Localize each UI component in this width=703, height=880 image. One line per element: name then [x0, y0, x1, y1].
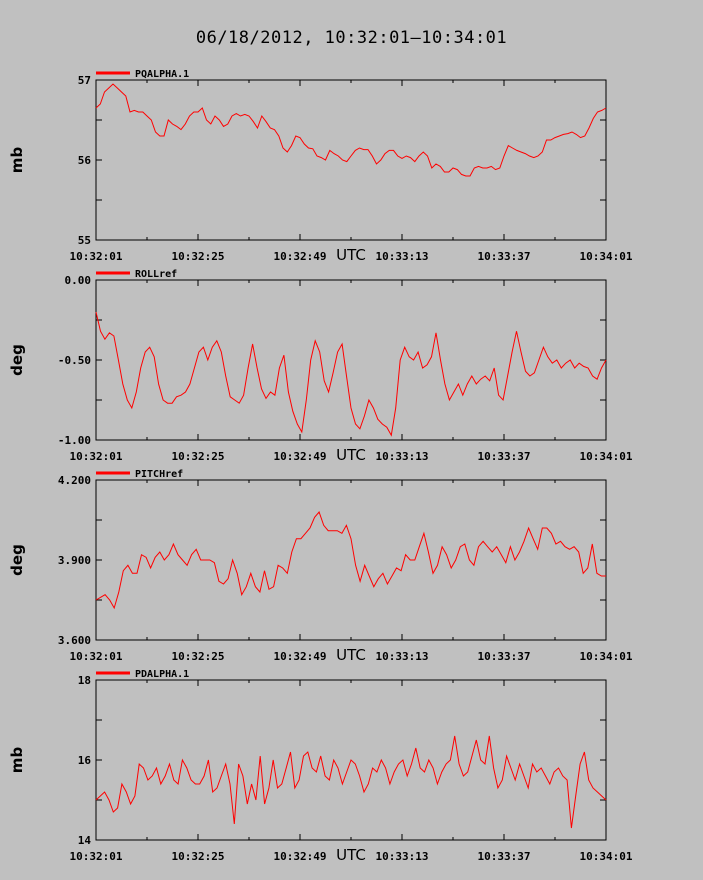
y-tick-label: 3.600 [58, 634, 91, 647]
x-tick-label: 10:32:25 [172, 650, 225, 663]
y-tick-label: 56 [78, 154, 92, 167]
x-axis-label: UTC [336, 446, 366, 464]
x-tick-label: 10:33:13 [376, 450, 429, 463]
legend-label: PITCHref [135, 469, 183, 480]
x-tick-label: 10:34:01 [580, 850, 633, 863]
plot-frame [95, 279, 607, 441]
x-tick-label: 10:33:37 [478, 850, 531, 863]
y-tick-label: 4.200 [58, 474, 91, 487]
y-axis-label: mb [8, 147, 26, 174]
y-tick-label: -1.00 [58, 434, 91, 447]
x-tick-label: 10:32:49 [274, 650, 327, 663]
legend-label: PDALPHA.1 [135, 669, 189, 680]
x-tick-label: 10:34:01 [580, 650, 633, 663]
series-line [95, 311, 607, 437]
y-tick-label: 57 [78, 74, 91, 87]
x-tick-label: 10:32:49 [274, 250, 327, 263]
chart-title: 06/18/2012, 10:32:01–10:34:01 [195, 28, 508, 48]
x-tick-label: 10:33:37 [478, 450, 531, 463]
y-tick-label: 18 [78, 674, 91, 687]
x-tick-label: 10:32:49 [274, 850, 327, 863]
legend-label: PQALPHA.1 [135, 69, 189, 80]
x-axis-label: UTC [336, 246, 366, 264]
y-tick-label: 3.900 [58, 554, 91, 567]
x-tick-label: 10:32:01 [70, 650, 123, 663]
y-tick-label: -0.50 [58, 354, 91, 367]
x-tick-label: 10:33:13 [376, 650, 429, 663]
panel-4: 14 16 18 10:32:01 10:32:25 10:32:49 10:33:13 10… [8, 669, 633, 864]
x-tick-label: 10:33:13 [376, 850, 429, 863]
panel-3: 3.600 3.900 4.200 10:32:01 10:32:25 10:32:49 1… [8, 469, 633, 664]
x-tick-label: 10:32:01 [70, 850, 123, 863]
x-tick-label: 10:32:01 [70, 450, 123, 463]
series-line [95, 83, 607, 177]
x-tick-label: 10:34:01 [580, 450, 633, 463]
series-line [95, 511, 606, 610]
series-line [95, 735, 607, 829]
legend-label: ROLLref [135, 269, 177, 280]
x-tick-label: 10:32:49 [274, 450, 327, 463]
y-axis-label: mb [8, 747, 26, 774]
x-tick-label: 10:32:01 [70, 250, 123, 263]
plot-frame [95, 79, 607, 241]
plot-frame [95, 479, 607, 641]
y-tick-label: 14 [78, 834, 92, 847]
x-tick-label: 10:33:13 [376, 250, 429, 263]
x-tick-label: 10:33:37 [478, 650, 531, 663]
y-axis-label: deg [8, 344, 26, 376]
y-tick-label: 16 [78, 754, 92, 767]
x-tick-label: 10:33:37 [478, 250, 531, 263]
x-axis-label: UTC [336, 646, 366, 664]
y-tick-label: 0.00 [65, 274, 92, 287]
y-axis-label: deg [8, 544, 26, 576]
x-tick-label: 10:32:25 [172, 850, 225, 863]
x-tick-label: 10:32:25 [172, 250, 225, 263]
x-tick-label: 10:34:01 [580, 250, 633, 263]
panel-1: 55 56 57 10:32:01 10:32:25 10:32:49 10:33:13 10… [8, 69, 633, 264]
panel-2: -1.00 -0.50 0.00 10:32:01 10:32:25 10:32:49 10… [8, 269, 633, 464]
x-tick-label: 10:32:25 [172, 450, 225, 463]
y-tick-label: 55 [78, 234, 91, 247]
x-axis-label: UTC [336, 846, 366, 864]
